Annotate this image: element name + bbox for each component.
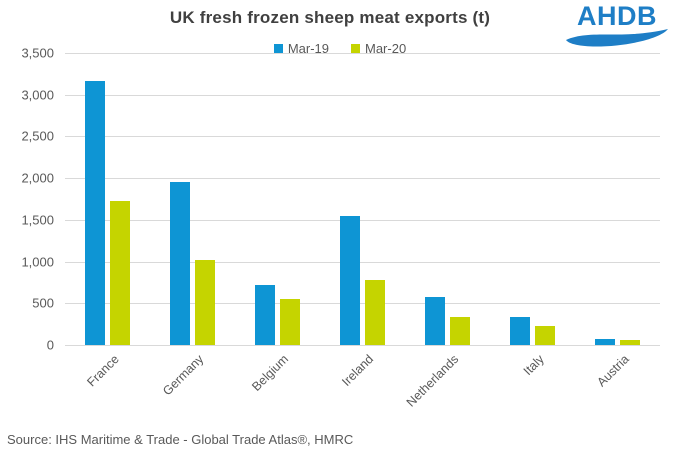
gridline-500 xyxy=(65,303,660,305)
y-axis-tick-0: 0 xyxy=(46,337,54,353)
x-axis-label-ireland: Ireland xyxy=(339,352,377,389)
x-axis-label-belgium: Belgium xyxy=(249,352,292,394)
y-axis-tick-500: 500 xyxy=(32,295,54,311)
bar-mar-19-austria xyxy=(595,338,615,345)
gridline-3000 xyxy=(65,94,660,96)
bar-mar-20-france xyxy=(110,200,130,345)
y-axis-tick-3000: 3,000 xyxy=(21,87,54,103)
bar-mar-19-belgium xyxy=(255,285,275,345)
legend-item-mar19: Mar-19 xyxy=(273,41,329,56)
gridline-3500 xyxy=(65,53,660,54)
bar-mar-20-germany xyxy=(195,259,215,345)
y-axis-tick-2000: 2,000 xyxy=(21,170,54,186)
bar-mar-20-austria xyxy=(620,340,640,345)
gridline-2500 xyxy=(65,136,660,138)
x-axis-label-austria: Austria xyxy=(593,352,632,390)
y-axis-tick-2500: 2,500 xyxy=(21,128,54,144)
logo-swoosh-icon xyxy=(566,29,668,47)
gridline-2000 xyxy=(65,178,660,180)
chart-legend: Mar-19 Mar-20 xyxy=(0,41,680,56)
legend-item-mar20: Mar-20 xyxy=(351,41,406,56)
legend-label-mar19: Mar-19 xyxy=(287,41,329,56)
bar-mar-19-germany xyxy=(170,182,190,345)
x-axis-label-netherlands: Netherlands xyxy=(403,352,462,410)
bar-mar-19-ireland xyxy=(340,215,360,345)
legend-marker-mar20-icon xyxy=(351,44,360,53)
legend-label-mar20: Mar-20 xyxy=(365,41,407,56)
legend-marker-mar19-icon xyxy=(273,44,283,53)
y-axis-tick-1500: 1,500 xyxy=(21,212,54,228)
y-axis-tick-3500: 3,500 xyxy=(21,45,54,61)
bar-mar-20-belgium xyxy=(280,298,300,345)
x-axis-label-france: France xyxy=(83,352,122,390)
x-axis-label-germany: Germany xyxy=(160,352,207,399)
ahdb-logo-text: AHDB xyxy=(577,1,657,31)
gridline-0 xyxy=(65,345,660,346)
bar-mar-20-ireland xyxy=(365,280,385,345)
chart-title: UK fresh frozen sheep meat exports (t) xyxy=(169,8,491,27)
y-axis-tick-1000: 1,000 xyxy=(21,254,54,270)
x-axis-label-italy: Italy xyxy=(520,352,547,379)
source-note: Source: IHS Maritime & Trade - Global Tr… xyxy=(7,432,354,447)
gridline-1500 xyxy=(65,219,660,221)
bar-mar-19-france xyxy=(85,81,105,345)
bar-mar-19-italy xyxy=(510,317,530,345)
gridline-1000 xyxy=(65,261,660,263)
ahdb-logo: AHDB xyxy=(564,3,670,49)
bar-mar-20-netherlands xyxy=(450,317,470,345)
bar-mar-20-italy xyxy=(535,326,555,345)
bar-mar-19-netherlands xyxy=(425,297,445,345)
plot-area: 0 500 1,000 1,500 2,000 2,500 3,000 3,500 France… xyxy=(21,46,660,410)
